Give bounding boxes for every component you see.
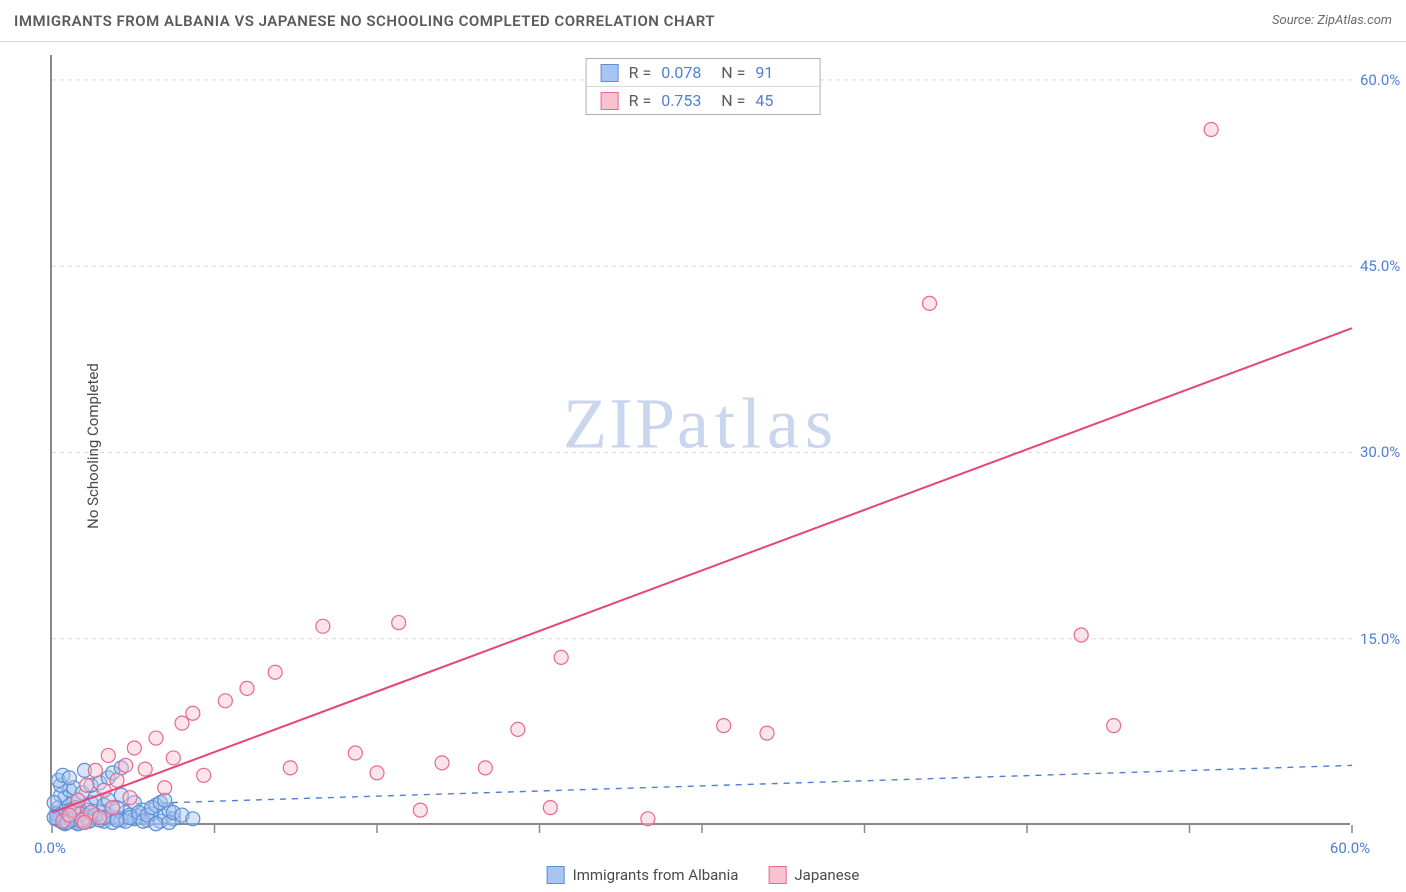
scatter-svg [52,55,1350,823]
n-label: N = [721,91,745,110]
legend-label-0: Immigrants from Albania [573,866,739,884]
r-label: R = [629,63,652,82]
bottom-legend: Immigrants from Albania Japanese [547,866,860,884]
n-value-1: 45 [755,91,805,110]
n-label: N = [721,63,745,82]
r-label: R = [629,91,652,110]
y-tick-label: 45.0% [1360,257,1406,275]
swatch-series-0 [601,64,619,82]
legend-item-0: Immigrants from Albania [547,866,739,884]
legend-label-1: Japanese [794,866,859,884]
chart-title: IMMIGRANTS FROM ALBANIA VS JAPANESE NO S… [14,12,715,30]
stats-legend: R = 0.078 N = 91 R = 0.753 N = 45 [586,58,821,115]
plot-area: ZIPatlas [50,55,1350,825]
legend-swatch-1 [768,866,786,884]
title-bar: IMMIGRANTS FROM ALBANIA VS JAPANESE NO S… [0,0,1406,42]
source-label: Source: ZipAtlas.com [1272,13,1392,28]
legend-swatch-0 [547,866,565,884]
y-tick-label: 30.0% [1360,443,1406,461]
r-value-1: 0.753 [661,91,711,110]
x-tick-label: 60.0% [1330,839,1370,857]
r-value-0: 0.078 [661,63,711,82]
y-tick-label: 60.0% [1360,71,1406,89]
x-tick-label: 0.0% [34,839,66,857]
n-value-0: 91 [755,63,805,82]
stats-row-1: R = 0.753 N = 45 [587,86,820,114]
swatch-series-1 [601,92,619,110]
y-tick-label: 15.0% [1360,630,1406,648]
stats-row-0: R = 0.078 N = 91 [587,59,820,86]
legend-item-1: Japanese [768,866,859,884]
